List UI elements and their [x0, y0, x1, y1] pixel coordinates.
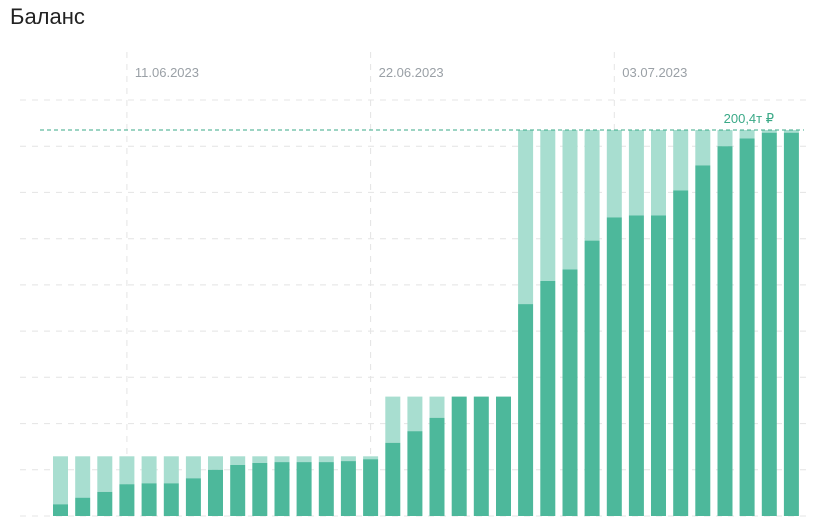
bar-secondary	[97, 456, 113, 492]
bar-secondary	[163, 456, 179, 484]
bar-secondary	[363, 456, 379, 460]
bar-primary	[584, 240, 600, 516]
bar-secondary	[75, 456, 91, 498]
bar-primary	[540, 281, 556, 516]
bar-secondary	[429, 396, 445, 418]
bar-primary	[363, 459, 379, 516]
bar-secondary	[296, 456, 312, 463]
max-value-label: 200,4т ₽	[724, 111, 774, 126]
bar-secondary	[119, 456, 135, 485]
bar-primary	[473, 396, 489, 516]
bar-primary	[606, 217, 622, 516]
bar-secondary	[673, 130, 689, 191]
bar-primary	[119, 484, 135, 516]
bar-primary	[407, 431, 423, 516]
bar-secondary	[274, 456, 290, 463]
bar-primary	[761, 132, 777, 516]
bar-primary	[695, 165, 711, 516]
bar-secondary	[628, 130, 644, 216]
bar-primary	[185, 478, 201, 516]
bar-secondary	[252, 456, 268, 463]
bar-primary	[230, 465, 246, 516]
bar-secondary	[340, 456, 356, 462]
bar-secondary	[185, 456, 201, 479]
bar-secondary	[518, 130, 534, 305]
x-tick-label: 03.07.2023	[622, 65, 687, 80]
bar-primary	[163, 483, 179, 516]
bar-secondary	[407, 396, 423, 432]
bar-primary	[496, 396, 511, 516]
bar-primary	[739, 138, 755, 516]
bar-primary	[518, 304, 534, 516]
x-tick-label: 22.06.2023	[379, 65, 444, 80]
bar-primary	[318, 462, 334, 516]
bar-secondary	[783, 130, 799, 133]
bar-primary	[385, 442, 401, 516]
bar-primary	[783, 132, 799, 516]
bar-primary	[562, 269, 578, 516]
bar-primary	[628, 215, 644, 516]
page-title: Баланс	[10, 4, 85, 29]
bars	[53, 130, 799, 516]
bar-secondary	[318, 456, 334, 463]
bar-secondary	[717, 130, 733, 147]
bar-secondary	[761, 130, 777, 133]
bar-secondary	[540, 130, 556, 281]
bar-primary	[296, 462, 312, 516]
x-tick-label: 11.06.2023	[135, 65, 199, 80]
bar-secondary	[385, 396, 401, 443]
bar-primary	[673, 190, 689, 516]
bar-primary	[429, 417, 445, 516]
bar-secondary	[53, 456, 68, 505]
max-line-group: 200,4т ₽	[40, 111, 804, 131]
bar-primary	[208, 469, 223, 516]
bar-secondary	[584, 130, 600, 241]
bar-secondary	[739, 130, 755, 139]
bar-primary	[97, 491, 113, 516]
bar-secondary	[606, 130, 622, 218]
bar-primary	[252, 463, 268, 516]
x-tick-labels: 11.06.2023 22.06.2023 03.07.2023	[135, 65, 687, 80]
bar-primary	[451, 396, 467, 516]
bar-secondary	[562, 130, 578, 270]
bar-secondary	[141, 456, 157, 484]
bar-secondary	[230, 456, 246, 465]
bar-primary	[717, 146, 733, 516]
bar-primary	[340, 461, 356, 516]
bar-secondary	[208, 456, 223, 470]
bar-primary	[141, 483, 157, 516]
bar-secondary	[695, 130, 711, 166]
bar-primary	[75, 497, 91, 516]
bar-primary	[274, 462, 290, 516]
bar-primary	[651, 215, 666, 516]
bar-primary	[53, 504, 68, 516]
bar-secondary	[651, 130, 666, 216]
